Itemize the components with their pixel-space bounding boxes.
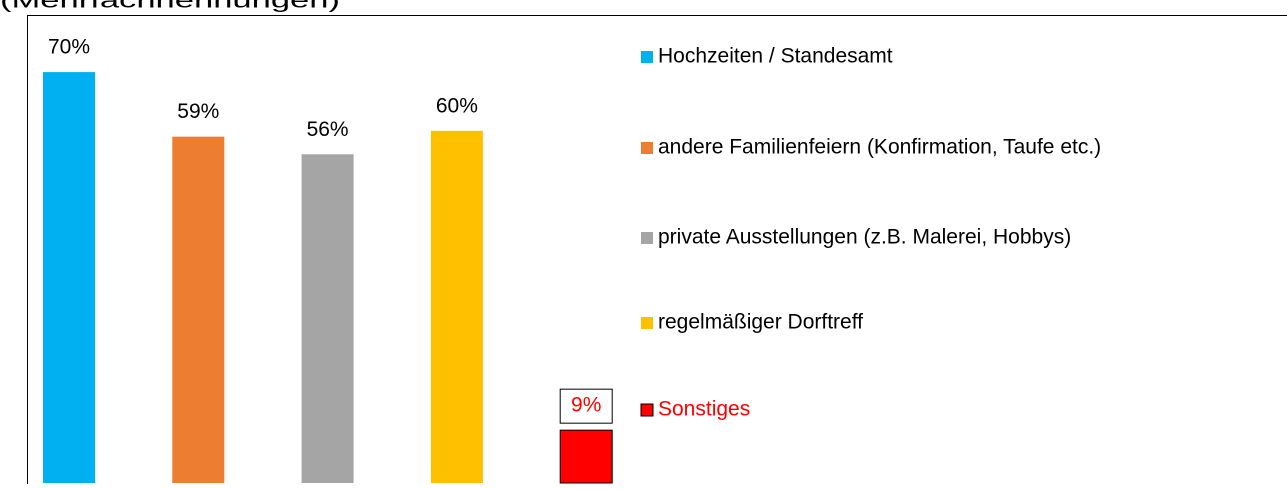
chart-subtitle: (Mehrfachnennungen) <box>0 0 340 13</box>
legend-label: andere Familienfeiern (Konfirmation, Tau… <box>658 136 1101 159</box>
legend-label: regelmäßiger Dorftreff <box>658 311 863 334</box>
legend-swatch <box>641 404 653 416</box>
legend-swatch <box>641 317 653 329</box>
bar <box>43 72 95 483</box>
legend-label: Sonstiges <box>658 398 750 421</box>
bar <box>172 137 224 483</box>
legend-swatch <box>641 232 653 244</box>
legend-swatch <box>641 51 653 63</box>
bar <box>560 430 612 483</box>
value-label: 59% <box>177 100 219 123</box>
value-label: 70% <box>48 36 90 59</box>
legend-swatch <box>641 142 653 154</box>
bar <box>431 131 483 483</box>
legend-label: Hochzeiten / Standesamt <box>658 45 893 68</box>
value-label: 56% <box>307 118 349 141</box>
bar <box>302 154 354 483</box>
legend-label: private Ausstellungen (z.B. Malerei, Hob… <box>658 226 1071 249</box>
value-label: 60% <box>436 94 478 117</box>
value-label: 9% <box>571 394 601 417</box>
